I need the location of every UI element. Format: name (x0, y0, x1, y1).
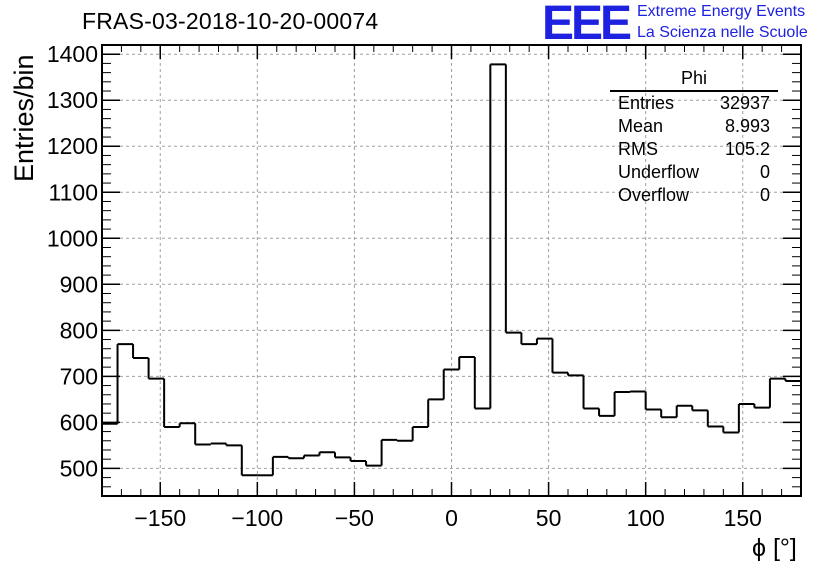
logo-line-1: Extreme Energy Events (637, 3, 806, 20)
grid-lines (102, 45, 801, 496)
y-tick-label: 700 (60, 363, 98, 389)
histogram-bin (473, 357, 491, 410)
histogram-bin (582, 375, 600, 410)
histogram-bin (613, 390, 631, 416)
histogram-bin (644, 391, 662, 411)
histogram-bin (784, 378, 801, 382)
chart-title: FRAS-03-2018-10-20-00074 (82, 8, 379, 34)
y-tick-label: 1100 (49, 179, 98, 205)
y-tick-label: 900 (60, 271, 98, 297)
x-tick-label: 150 (724, 505, 762, 531)
tick-labels: −150 −100 −50 0 50 100 150 500 600 700 800 900 1000 1… (47, 41, 762, 531)
histogram-bars (102, 63, 801, 477)
x-tick-label: −100 (231, 505, 283, 531)
x-axis-label: ϕ [°] (752, 534, 797, 562)
stats-value: 0 (759, 185, 770, 205)
histogram-bin (567, 372, 584, 377)
histogram-bin (225, 443, 242, 447)
histogram-bin (598, 408, 615, 417)
stats-box: Phi Entries 32937 Mean 8.993 RMS 105.2 Unde… (610, 68, 778, 207)
histogram-bin (520, 332, 537, 346)
histogram-bin (302, 454, 320, 459)
y-tick-label: 1000 (47, 225, 98, 251)
histogram-bin (194, 423, 211, 446)
histogram-bin (660, 409, 677, 419)
histogram-bin (675, 404, 693, 418)
histogram-bin (380, 438, 398, 466)
logo-line-2: La Scienza nelle Scuole (637, 24, 808, 41)
histogram-bin (318, 451, 335, 456)
histogram-bin (163, 378, 180, 428)
x-tick-label: 0 (445, 505, 458, 531)
y-tick-label: 1300 (47, 87, 98, 113)
histogram-bin (551, 338, 568, 374)
histogram-bin (504, 64, 522, 334)
histogram-bin (768, 377, 786, 408)
x-tick-label: −50 (335, 505, 374, 531)
stats-label: Underflow (618, 162, 700, 182)
stats-label: Entries (618, 93, 675, 113)
histogram-bin (706, 410, 724, 428)
histogram-bin (365, 461, 382, 467)
eee-logo: EEE (542, 0, 632, 50)
histogram-bin (271, 455, 289, 476)
y-tick-label: 1200 (47, 133, 98, 159)
y-tick-label: 1400 (47, 41, 98, 67)
stats-label: RMS (618, 139, 658, 159)
axis-ticks (101, 44, 802, 497)
histogram-bin (442, 368, 460, 400)
stats-value: 8.993 (724, 116, 770, 136)
stats-value: 105.2 (724, 139, 770, 159)
stats-label: Mean (618, 116, 664, 136)
stats-row: RMS 105.2 (610, 138, 778, 161)
histogram-bin (116, 343, 134, 424)
y-tick-label: 500 (60, 455, 98, 481)
histogram-bin (535, 337, 553, 345)
stats-row: Underflow 0 (610, 161, 778, 184)
histogram-bin (209, 442, 227, 445)
histogram-bin (396, 439, 413, 442)
y-tick-label: 600 (60, 409, 98, 435)
stats-row: Mean 8.993 (610, 115, 778, 138)
x-tick-label: −150 (134, 505, 186, 531)
x-tick-label: 50 (536, 505, 562, 531)
histogram-bin (334, 452, 351, 459)
histogram-bin (240, 445, 258, 477)
histogram-bin (458, 356, 475, 370)
histogram-bin (753, 403, 770, 409)
histogram-bin (287, 456, 304, 460)
histogram-bin (178, 422, 196, 427)
stats-row: Entries 32937 (610, 92, 778, 115)
histogram-bin (722, 426, 739, 434)
histogram-bin (349, 457, 367, 463)
x-tick-label: 100 (626, 505, 664, 531)
histogram-bin (737, 402, 755, 433)
stats-title: Phi (610, 68, 778, 92)
histogram-bin (691, 405, 708, 412)
histogram-bin (489, 63, 506, 409)
histogram-bin (147, 357, 165, 380)
stats-value: 32937 (719, 93, 770, 113)
stats-value: 0 (759, 162, 770, 182)
histogram-bin (132, 344, 149, 359)
stats-row: Overflow 0 (610, 184, 778, 207)
y-axis-label: Entries/bin (9, 54, 39, 182)
histogram-bin (427, 398, 444, 427)
histogram-bin (411, 425, 429, 441)
y-tick-label: 800 (60, 317, 98, 343)
stats-label: Overflow (618, 185, 690, 205)
